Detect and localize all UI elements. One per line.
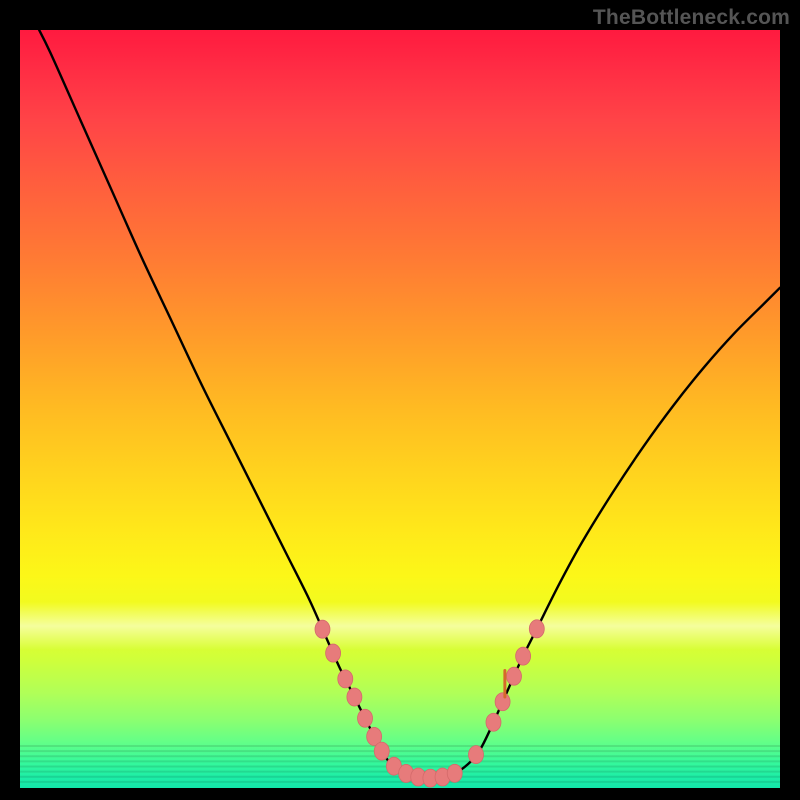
frame-left [0, 0, 20, 800]
marker-left [338, 670, 353, 688]
marker-right [469, 746, 484, 764]
marker-right [529, 620, 544, 638]
chart-container: TheBottleneck.com [0, 0, 800, 800]
marker-right [516, 647, 531, 665]
marker-left [326, 644, 341, 662]
marker-right [507, 667, 522, 685]
green-stripe [20, 745, 780, 747]
marker-flat [447, 764, 462, 782]
marker-left [358, 709, 373, 727]
marker-right [495, 693, 510, 711]
frame-bottom [0, 788, 800, 800]
pale-band [20, 602, 780, 650]
marker-left [315, 620, 330, 638]
marker-left [347, 688, 362, 706]
gradient-background [20, 30, 780, 788]
marker-right [486, 713, 501, 731]
marker-left [374, 742, 389, 760]
green-stripe [20, 755, 780, 757]
bottleneck-curve-chart [0, 0, 800, 800]
frame-right [780, 0, 800, 800]
watermark-text: TheBottleneck.com [593, 6, 790, 30]
green-stripe [20, 750, 780, 752]
green-stripe [20, 781, 780, 783]
